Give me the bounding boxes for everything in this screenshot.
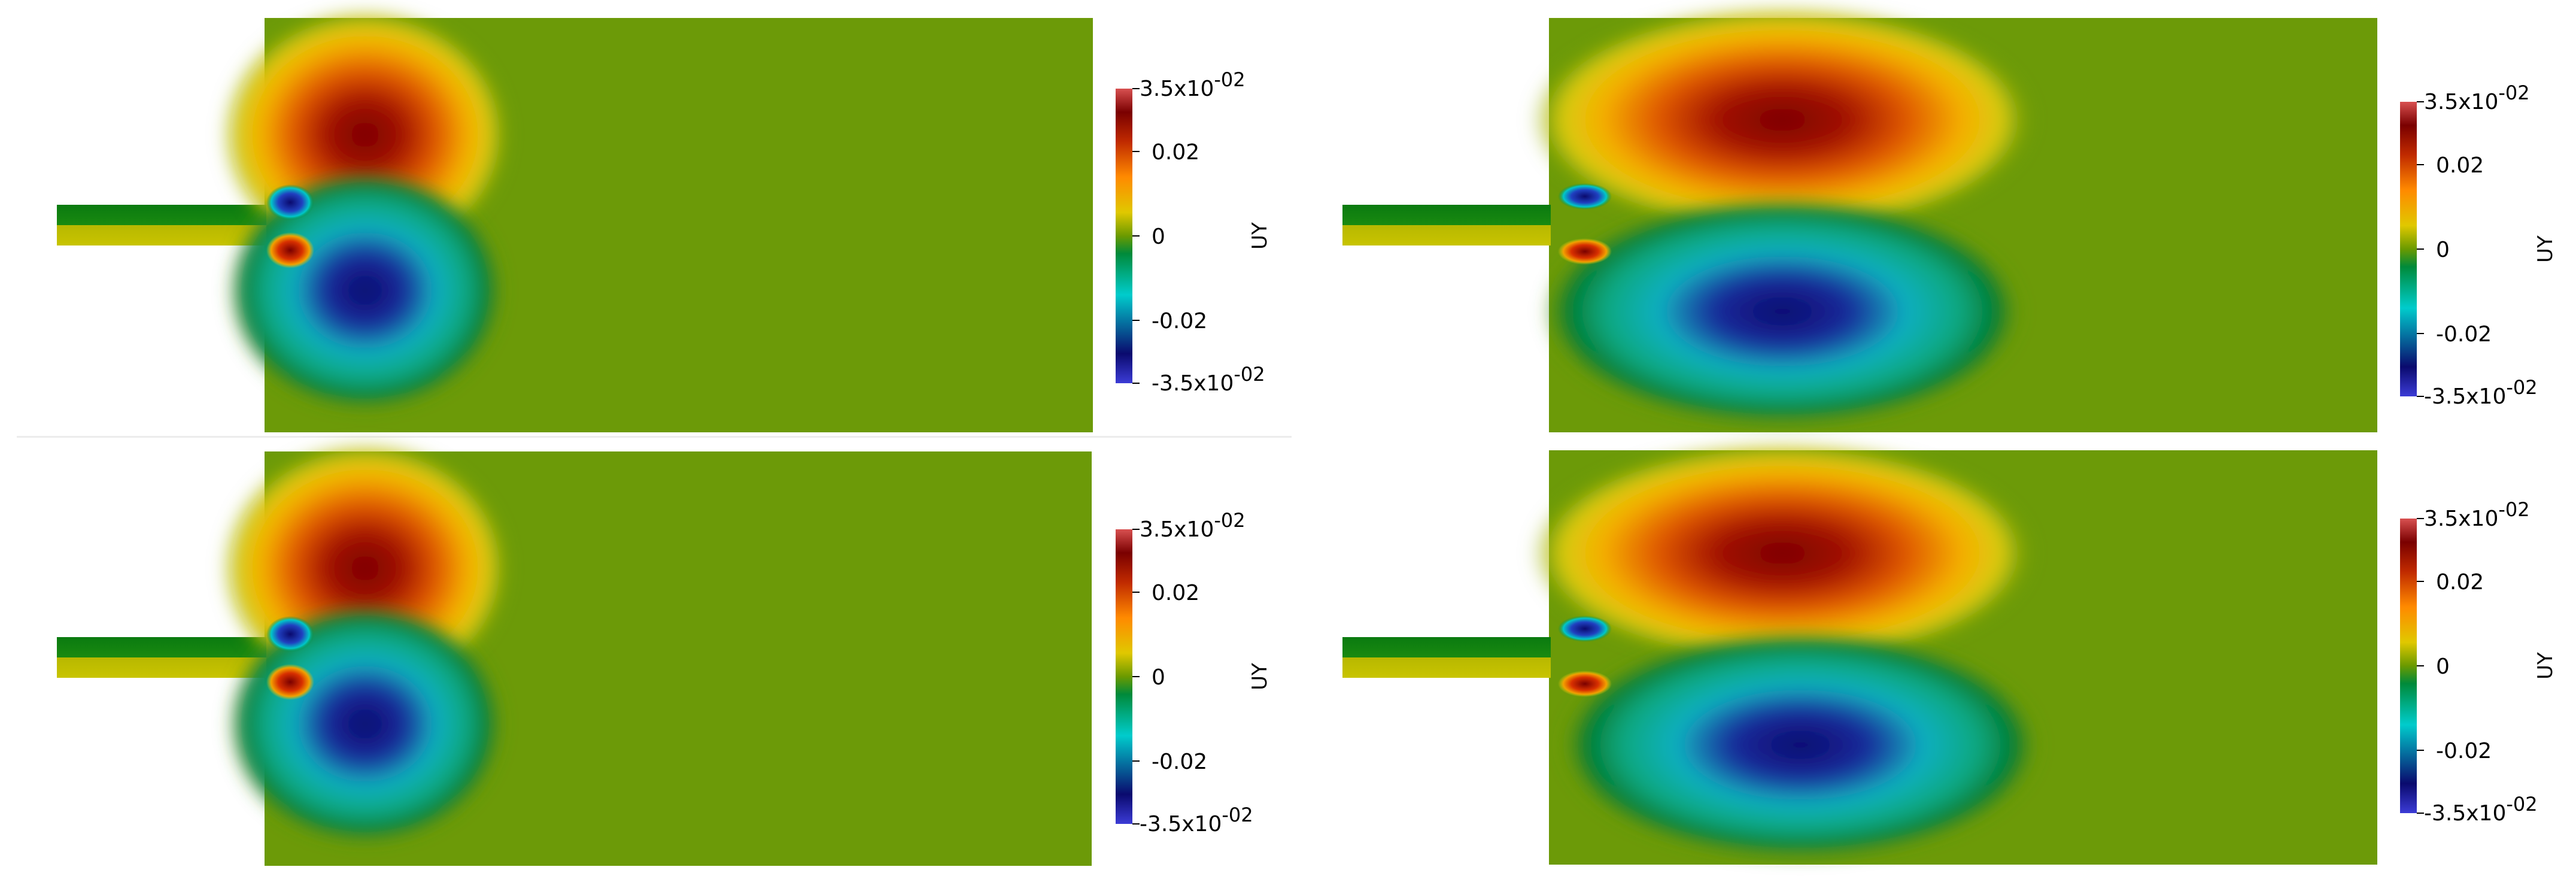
colorbar-min-label: -3.5x10 [1140,812,1222,836]
svg-text:3.5x10-02: 3.5x10-02 [2424,81,2530,114]
colorbar-title: UY [2534,235,2557,263]
negative-vortex [1543,198,2022,425]
contour-plot: 3.5x10-02 0.02 0 -0.02 -3.5x10-02 UY [1342,442,2557,865]
colorbar-max-exponent: -02 [2498,81,2529,104]
inlet-channel [1342,205,1551,245]
colorbar-min-label: -3.5x10 [2424,384,2506,409]
plot-panel-top-right: 3.5x10-02 0.02 0 -0.02 -3.5x10-02 UY [1286,0,2572,440]
negative-vortex [227,604,503,844]
contour-plot: 3.5x10-02 0.02 0 -0.02 -3.5x10-02 UY [1342,6,2557,432]
negative-vortex [1561,631,2040,859]
colorbar [1116,89,1132,383]
small-positive-vortex [266,664,314,700]
negative-vortex [227,171,503,410]
colorbar-max-exponent: -02 [1214,509,1245,532]
small-positive-vortex [1558,238,1612,265]
colorbar-min-exponent: -02 [1234,363,1265,386]
colorbar-tick-label: 0 [1152,665,1165,690]
colorbar [2400,519,2417,813]
svg-text:-3.5x10-02: -3.5x10-02 [2424,793,2538,826]
colorbar-tick-label: -0.02 [2436,322,2492,347]
colorbar-tick-label: 0.02 [1152,581,1199,605]
panel-divider [17,436,1292,438]
colorbar-tick-label: 0.02 [1152,140,1199,165]
colorbar-title: UY [1248,222,1272,250]
colorbar-max-label: 3.5x10 [1140,77,1214,101]
colorbar-max-label: 3.5x10 [2424,90,2498,114]
colorbar-max-label: 3.5x10 [2424,507,2498,531]
colorbar [1116,529,1132,824]
small-negative-vortex [1558,183,1612,210]
positive-vortex [1531,442,2034,664]
colorbar-max-label: 3.5x10 [1140,517,1214,542]
colorbar-tick-label: 0.02 [2436,153,2484,178]
inlet-channel [57,205,266,245]
colorbar-tick-label: 0 [1152,225,1165,249]
plot-panel-top-left: 3.5x10-02 0.02 0 -0.02 -3.5x10-02 UY [0,0,1287,440]
colorbar-tick-label: -0.02 [1152,309,1207,334]
colorbar [2400,102,2417,396]
inlet-channel [57,637,266,678]
small-negative-vortex [266,184,314,220]
colorbar-min-exponent: -02 [2506,793,2537,816]
colorbar-tick-label: -0.02 [1152,750,1207,774]
colorbar-tick-label: 0 [2436,654,2450,679]
plot-panel-bottom-left: 3.5x10-02 0.02 0 -0.02 -3.5x10-02 UY [0,440,1287,879]
colorbar-min-label: -3.5x10 [1152,371,1234,396]
small-negative-vortex [1558,616,1612,642]
svg-text:-3.5x10-02: -3.5x10-02 [2424,376,2538,409]
svg-text:-3.5x10-02: -3.5x10-02 [1152,363,1265,396]
colorbar-max-exponent: -02 [1214,68,1245,91]
small-positive-vortex [266,232,314,268]
colorbar-title: UY [2534,652,2557,680]
colorbar-tick-label: 0.02 [2436,570,2484,595]
colorbar-min-label: -3.5x10 [2424,801,2506,826]
svg-text:3.5x10-02: 3.5x10-02 [2424,498,2530,531]
colorbar-title: UY [1248,663,1272,690]
contour-plot: 3.5x10-02 0.02 0 -0.02 -3.5x10-02 UY [57,442,1272,866]
small-positive-vortex [1558,671,1612,697]
svg-text:3.5x10-02: 3.5x10-02 [1140,509,1246,542]
svg-text:-3.5x10-02: -3.5x10-02 [1140,804,1253,836]
colorbar-max-exponent: -02 [2498,498,2529,521]
inlet-channel [1342,637,1551,678]
positive-vortex [1531,6,2034,234]
svg-text:3.5x10-02: 3.5x10-02 [1140,68,1246,101]
colorbar-tick-label: 0 [2436,238,2450,262]
plot-panel-bottom-right: 3.5x10-02 0.02 0 -0.02 -3.5x10-02 UY [1286,440,2572,879]
colorbar-tick-label: -0.02 [2436,739,2492,763]
colorbar-min-exponent: -02 [1222,804,1253,826]
contour-plot: 3.5x10-02 0.02 0 -0.02 -3.5x10-02 UY [57,9,1272,432]
colorbar-min-exponent: -02 [2506,376,2537,399]
small-negative-vortex [266,616,314,652]
